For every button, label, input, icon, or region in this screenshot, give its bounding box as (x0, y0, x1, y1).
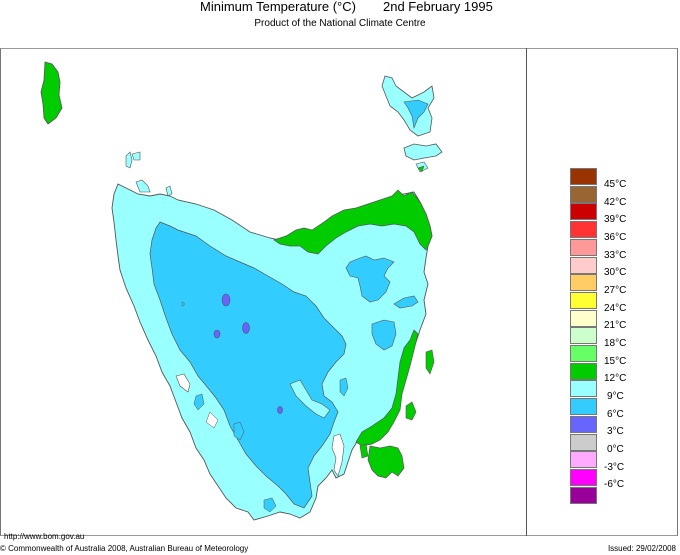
title-date: 2nd February 1995 (383, 0, 493, 14)
legend-label: 30°C (604, 267, 627, 278)
cold-spot-3 (213, 329, 221, 339)
legend-swatch-3 (570, 415, 597, 433)
map-frame (0, 48, 678, 536)
legend-swatch-45 (570, 168, 597, 185)
legend-swatch-21 (570, 309, 597, 327)
temperature-map (40, 61, 443, 521)
legend-label: 33°C (604, 250, 627, 261)
legend-label: 45°C (604, 179, 627, 190)
issued-date: Issued: 29/02/2008 (607, 544, 676, 553)
flinders-cold-zone (403, 99, 429, 130)
northeast-cold-patch (345, 255, 395, 303)
legend-label: 42°C (604, 197, 627, 208)
legend-swatch-33 (570, 238, 597, 256)
east-coast-warm-band (355, 329, 419, 447)
legend-label: 21°C (604, 320, 627, 331)
legend-swatch-15 (570, 345, 597, 362)
title-main: Minimum Temperature (°C) (200, 0, 356, 14)
legend-swatch-lowest (570, 486, 597, 504)
legend-swatch-30 (570, 256, 597, 274)
legend-swatch-24 (570, 291, 597, 309)
legend-label: 12°C (604, 373, 627, 384)
cold-spot-1 (221, 293, 231, 307)
legend-label: 27°C (604, 285, 627, 296)
legend-swatch-42 (570, 185, 597, 203)
legend-swatch-9 (570, 380, 597, 398)
cape-barren-island (403, 143, 443, 161)
chart-title: Minimum Temperature (°C) 2nd February 19… (0, 0, 680, 14)
legend-swatch-6 (570, 398, 597, 416)
legend-swatch-27 (570, 274, 597, 292)
king-island (40, 61, 63, 125)
legend-swatch-12 (570, 362, 597, 380)
legend-divider (526, 48, 527, 536)
legend-label: 18°C (604, 338, 627, 349)
legend-label: 36°C (604, 232, 627, 243)
legend-label: 39°C (604, 214, 627, 225)
legend-label: 9°C (607, 391, 624, 402)
legend-label: 15°C (604, 356, 627, 367)
legend-swatch-39 (570, 203, 597, 221)
central-cold-zone (149, 221, 347, 509)
legend-label: 3°C (607, 426, 624, 437)
legend-swatch-minus6 (570, 468, 597, 486)
source-url[interactable]: http://www.bom.gov.au (4, 532, 85, 541)
legend-label: 0°C (607, 444, 624, 455)
subtitle: Product of the National Climate Centre (254, 18, 426, 29)
legend-label: -6°C (604, 479, 625, 490)
legend-swatch-18 (570, 327, 597, 345)
legend-label: 24°C (604, 303, 627, 314)
northeast-warm-band (273, 189, 433, 255)
legend-swatch-0 (570, 433, 597, 451)
legend-label: 6°C (607, 409, 624, 420)
copyright-notice: © Commonwealth of Australia 2008, Austra… (0, 544, 249, 553)
legend-swatch-36 (570, 221, 597, 239)
legend-swatch-minus3 (570, 451, 597, 469)
cold-spot-2 (242, 322, 250, 334)
legend-label: -3°C (604, 462, 625, 473)
cold-spot-4 (277, 406, 283, 414)
tasman-peninsula-warm (367, 445, 405, 479)
